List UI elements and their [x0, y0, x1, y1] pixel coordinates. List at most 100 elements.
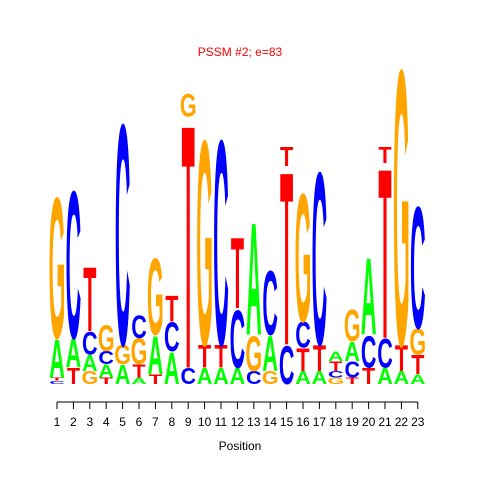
logo-letter-t-pos-9: T [182, 54, 195, 442]
x-tick-label: 22 [395, 415, 409, 429]
logo-letter-a-pos-7: A [148, 324, 164, 386]
x-tick-label: 10 [198, 415, 212, 429]
logo-letter-t-pos-20: T [362, 363, 376, 389]
logo-letter-c-pos-12: C [230, 292, 246, 385]
logo-letter-a-pos-11: A [213, 363, 229, 389]
logo-letter-c-pos-21: C [377, 330, 393, 376]
logo-letter-t-pos-22: T [395, 339, 409, 379]
logo-letter-t-pos-15: T [280, 143, 293, 173]
logo-letter-t-pos-18: T [329, 359, 342, 374]
logo-letter-c-pos-14: C [262, 253, 278, 355]
logo-letter-c-pos-8: C [164, 313, 180, 359]
logo-letter-a-pos-19: A [344, 338, 360, 368]
logo-letter-g-pos-9: G [180, 87, 197, 123]
logo-letter-a-pos-17: A [312, 368, 328, 388]
logo-letter-a-pos-13: A [246, 190, 262, 369]
logo-letter-t-pos-8: T [165, 290, 179, 330]
logo-letter-t-pos-4: T [100, 376, 113, 387]
logo-letter-c-pos-3: C [82, 325, 98, 361]
logo-letter-c-pos-16: C [295, 316, 311, 356]
logo-letter-g-pos-4: G [98, 319, 115, 359]
logo-letter-g-pos-13: G [245, 327, 262, 383]
x-tick-label: 18 [329, 415, 343, 429]
logo-letter-t-pos-7: T [149, 372, 162, 387]
logo-letter-c-pos-5: C [115, 59, 131, 412]
logo-letter-a-pos-18: A [328, 349, 344, 364]
logo-letter-g-pos-5: G [114, 341, 131, 371]
logo-letter-t-pos-3: T [83, 250, 96, 352]
logo-letter-a-pos-1: A [49, 327, 65, 389]
x-tick-label: 4 [103, 415, 110, 429]
logo-letter-g-pos-10: G [196, 81, 213, 408]
x-tick-label: 8 [168, 415, 175, 429]
logo-letter-a-pos-20: A [361, 235, 377, 359]
logo-letter-a-pos-21: A [377, 363, 393, 389]
x-tick-label: 6 [136, 415, 143, 429]
logo-letter-g-pos-3: G [81, 368, 98, 388]
x-axis-label: Position [219, 439, 262, 453]
logo-letter-g-pos-19: G [344, 300, 361, 351]
x-tick-label: 20 [362, 415, 376, 429]
x-tick-label: 21 [378, 415, 392, 429]
logo-letter-t-pos-11: T [214, 338, 227, 374]
logo-letter-c-pos-23: C [410, 172, 426, 366]
logo-letter-t-pos-19: T [346, 376, 359, 387]
logo-letter-a-pos-10: A [197, 363, 213, 389]
logo-letter-a-pos-23: A [410, 372, 426, 387]
logo-letter-c-pos-15: C [279, 334, 295, 396]
logo-letter-a-pos-4: A [98, 362, 114, 382]
logo-letter-a-pos-2: A [66, 330, 82, 376]
logo-letter-t-pos-1: T [50, 377, 64, 382]
logo-letter-t-pos-12: T [231, 218, 244, 330]
logo-letter-c-pos-13: C [246, 368, 262, 388]
logo-letter-c-pos-11: C [213, 81, 229, 408]
x-tick-label: 3 [86, 415, 93, 429]
chart-title: PSSM #2; e=83 [198, 45, 283, 59]
logo-letter-a-pos-12: A [230, 363, 246, 389]
logo-letter-t-pos-21: T [378, 142, 392, 168]
logo-letter-a-pos-6: A [131, 376, 147, 387]
logo-letter-g-pos-14: G [262, 368, 279, 388]
x-axis: 1 2 3 4 5 6 7 8 9 10 11 12 13 14 15 16 17 18 19 20 21 22 23 [54, 401, 425, 429]
logo-letter-t-pos-17: T [313, 339, 327, 379]
logo-letter-g-pos-23: G [409, 323, 426, 363]
x-tick-label: 5 [119, 415, 126, 429]
logo-letter-g-pos-7: G [147, 235, 164, 359]
x-tick-label: 2 [70, 415, 77, 429]
logo-letter-c-pos-20: C [361, 327, 377, 378]
logo-letter-c-pos-17: C [312, 122, 328, 398]
logo-letter-t-pos-16: T [296, 341, 309, 377]
x-tick-label: 1 [54, 415, 61, 429]
logo-letter-t-pos-10: T [198, 338, 211, 374]
logo-letter-t-pos-15: T [280, 122, 293, 398]
logo-letter-g-pos-22: G [393, 0, 410, 429]
logo-letter-c-pos-4: C [98, 349, 114, 369]
logo-letter-a-pos-8: A [164, 343, 180, 394]
logo-letter-a-pos-3: A [82, 350, 98, 376]
logo-letter-g-pos-16: G [295, 156, 312, 361]
logo-letter-c-pos-18: C [328, 369, 344, 380]
x-tick-label: 16 [296, 415, 310, 429]
logo-letter-a-pos-16: A [295, 368, 311, 388]
logo-letter-c-pos-6: C [131, 308, 147, 344]
logo-letter-g-pos-6: G [131, 332, 148, 372]
logo-letter-t-pos-21: T [378, 118, 391, 390]
logo-letter-t-pos-2: T [67, 363, 81, 389]
logo-letter-t-pos-6: T [132, 362, 145, 382]
x-tick-label: 12 [231, 415, 245, 429]
logo-letter-a-pos-22: A [394, 368, 410, 388]
logo-letter-g-pos-1: G [49, 156, 66, 381]
logo-letter-c-pos-9: C [180, 363, 196, 389]
x-tick-label: 23 [411, 415, 425, 429]
logo-letter-a-pos-14: A [262, 327, 278, 383]
logo-letter-c-pos-19: C [344, 357, 360, 383]
x-tick-label: 13 [247, 415, 261, 429]
x-tick-label: 14 [264, 415, 278, 429]
logo-letter-t-pos-23: T [411, 351, 424, 381]
logo-letter-g-pos-18: G [327, 376, 344, 387]
x-tick-label: 15 [280, 415, 294, 429]
x-tick-label: 9 [185, 415, 192, 429]
logo-letter-c-pos-2: C [66, 146, 82, 382]
